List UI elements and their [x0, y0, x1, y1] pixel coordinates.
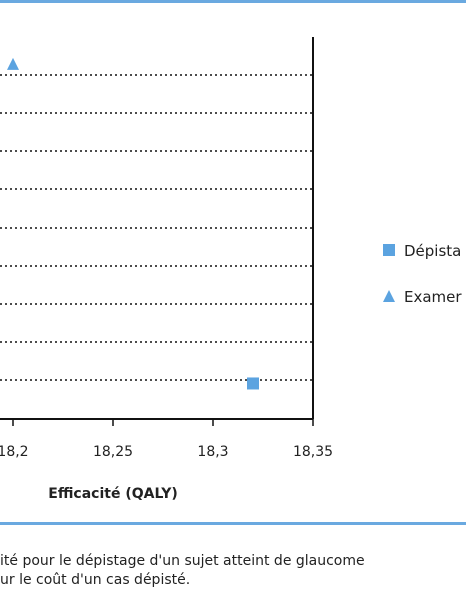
- data-point-triangle: [7, 57, 19, 70]
- caption-line-1: ité pour le dépistage d'un sujet atteint…: [0, 553, 365, 569]
- figure-caption: ité pour le dépistage d'un sujet atteint…: [0, 552, 466, 590]
- data-point-square: [247, 377, 259, 390]
- top-rule: [0, 0, 466, 3]
- grid-lines: [0, 74, 313, 381]
- caption-line-2: ur le coût d'un cas dépisté.: [0, 572, 191, 588]
- x-axis-label: Efficacité (QALY): [48, 486, 178, 502]
- bottom-rule: [0, 522, 466, 525]
- legend-label-examen: Examer: [404, 288, 462, 306]
- chart-area: 18,2 18,25 18,3 18,35 Efficacité (QALY) Dép…: [0, 37, 462, 502]
- legend-marker-square: [383, 244, 395, 256]
- legend: Dépista Examer: [383, 242, 462, 306]
- data-points: [7, 57, 259, 390]
- x-axis-ticks: 18,2 18,25 18,3 18,35: [0, 419, 333, 460]
- x-tick-label-3: 18,35: [293, 444, 333, 460]
- legend-label-depistage: Dépista: [404, 242, 461, 260]
- x-tick-label-2: 18,3: [197, 444, 228, 460]
- x-tick-label-1: 18,25: [93, 444, 133, 460]
- legend-marker-triangle: [383, 290, 395, 302]
- x-tick-label-0: 18,2: [0, 444, 29, 460]
